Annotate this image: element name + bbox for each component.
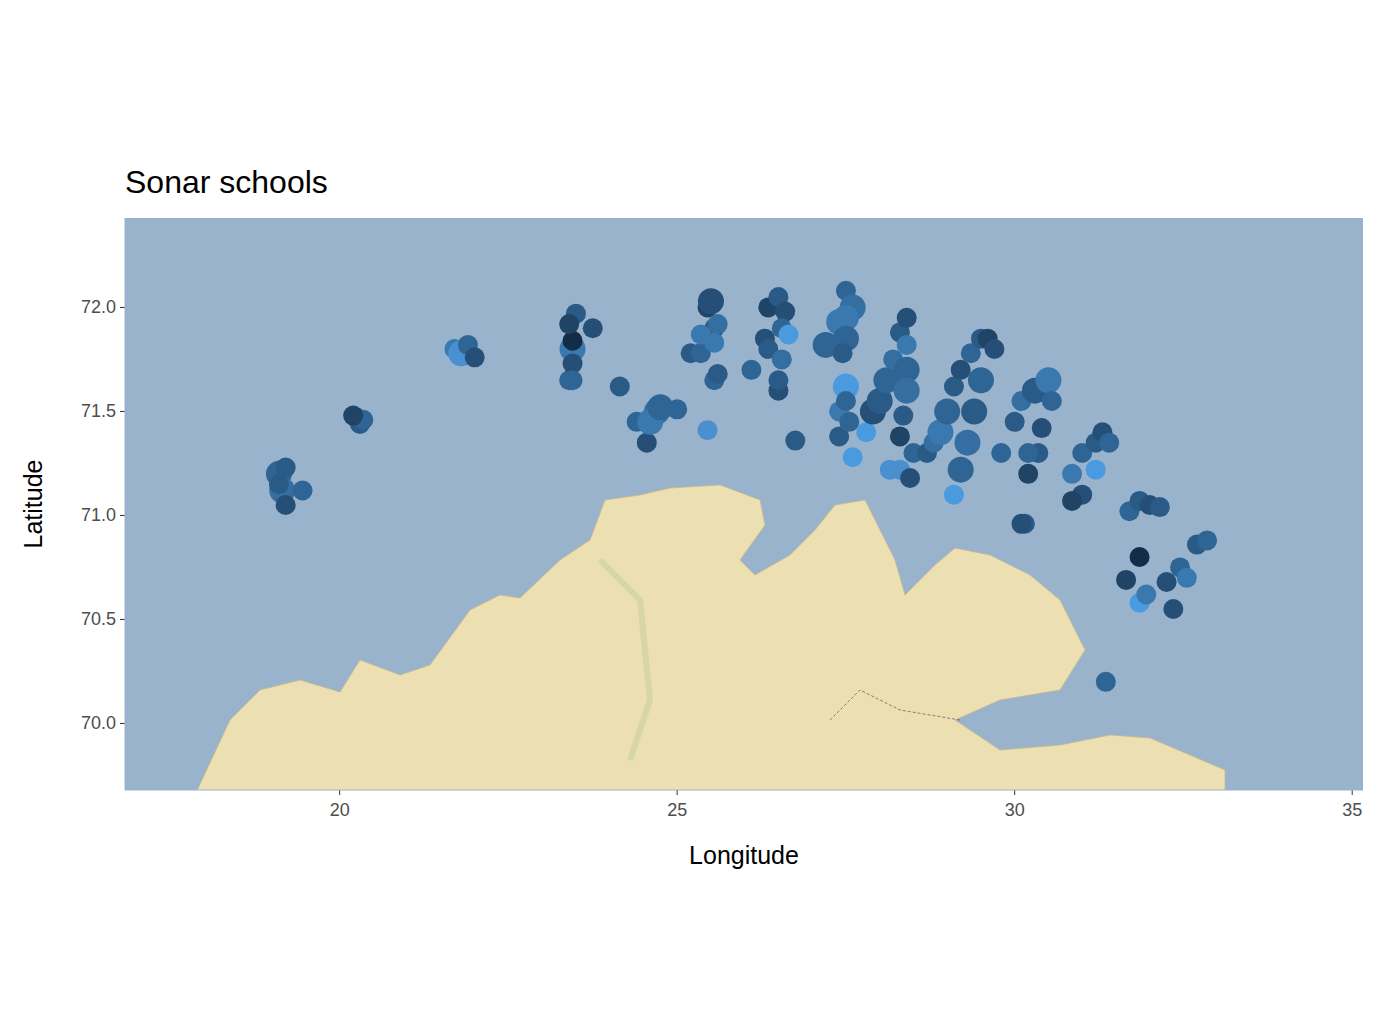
school-point xyxy=(708,314,728,334)
title: Sonar schools xyxy=(125,164,328,200)
school-point xyxy=(1011,514,1031,534)
school-point xyxy=(610,376,630,396)
y-tick xyxy=(120,307,125,308)
school-point xyxy=(276,495,296,515)
y-tick-label: 72.0 xyxy=(81,297,116,317)
school-point xyxy=(944,485,964,505)
y-tick xyxy=(120,411,125,412)
school-point xyxy=(1096,672,1116,692)
y-tick xyxy=(120,619,125,620)
school-point xyxy=(1197,530,1217,550)
x-tick-label: 25 xyxy=(667,800,687,820)
school-point xyxy=(1062,491,1082,511)
y-tick xyxy=(120,515,125,516)
school-point xyxy=(785,431,805,451)
border xyxy=(830,690,960,720)
school-point xyxy=(583,318,603,338)
school-point xyxy=(1042,391,1062,411)
school-point xyxy=(991,443,1011,463)
school-point xyxy=(836,391,856,411)
school-point xyxy=(900,468,920,488)
school-point xyxy=(708,364,728,384)
chart: 20 25 30 35 70.0 70.5 71.0 71.5 72.0 Sonar school… xyxy=(0,0,1381,1036)
x-tick-label: 30 xyxy=(1005,800,1025,820)
school-point xyxy=(269,474,289,494)
school-point xyxy=(698,420,718,440)
school-point xyxy=(833,343,853,363)
school-point xyxy=(897,308,917,328)
school-point xyxy=(559,314,579,334)
school-point xyxy=(779,324,799,344)
y-tick-label: 71.5 xyxy=(81,401,116,421)
x-tick xyxy=(1014,790,1015,795)
school-point xyxy=(1086,460,1106,480)
school-point xyxy=(934,398,960,424)
school-point xyxy=(1099,433,1119,453)
school-point xyxy=(839,412,859,432)
x-tick xyxy=(1352,790,1353,795)
school-point xyxy=(343,406,363,426)
school-point xyxy=(772,349,792,369)
school-point xyxy=(894,378,920,404)
y-tick xyxy=(120,723,125,724)
land-detail xyxy=(600,560,650,760)
points xyxy=(266,281,1217,692)
school-point xyxy=(1136,584,1156,604)
y-axis-title: Latitude xyxy=(19,460,47,549)
school-point xyxy=(897,335,917,355)
school-point xyxy=(465,347,485,367)
school-point xyxy=(775,302,795,322)
school-point xyxy=(698,288,724,314)
y-tick-label: 71.0 xyxy=(81,505,116,525)
school-point xyxy=(843,447,863,467)
school-point xyxy=(954,430,980,456)
school-point xyxy=(1177,568,1197,588)
school-point xyxy=(880,460,900,480)
school-point xyxy=(1018,464,1038,484)
school-point xyxy=(961,398,987,424)
school-point xyxy=(637,433,657,453)
school-point xyxy=(1116,570,1136,590)
school-point xyxy=(968,367,994,393)
school-point xyxy=(856,422,876,442)
y-tick-label: 70.0 xyxy=(81,713,116,733)
school-point xyxy=(768,370,788,390)
school-point xyxy=(1035,367,1061,393)
school-point xyxy=(951,360,971,380)
x-tick xyxy=(339,790,340,795)
x-tick-label: 35 xyxy=(1342,800,1362,820)
school-point xyxy=(890,426,910,446)
school-point xyxy=(1150,497,1170,517)
school-point xyxy=(893,406,913,426)
y-tick-label: 70.5 xyxy=(81,609,116,629)
school-point xyxy=(647,394,673,420)
x-tick xyxy=(677,790,678,795)
land xyxy=(195,485,1225,790)
school-point xyxy=(563,370,583,390)
school-point xyxy=(293,480,313,500)
school-point xyxy=(691,324,711,344)
school-point xyxy=(741,360,761,380)
x-axis-title: Longitude xyxy=(689,841,799,869)
school-point xyxy=(563,331,583,351)
x-axis-line xyxy=(125,790,1363,791)
y-axis-line xyxy=(125,218,126,790)
school-point xyxy=(1062,464,1082,484)
school-point xyxy=(1018,443,1038,463)
school-point xyxy=(948,457,974,483)
school-point xyxy=(1005,412,1025,432)
school-point xyxy=(1032,418,1052,438)
school-point xyxy=(1130,547,1150,567)
school-point xyxy=(984,339,1004,359)
x-tick-label: 20 xyxy=(330,800,350,820)
school-point xyxy=(1163,599,1183,619)
basemap xyxy=(195,485,1225,790)
